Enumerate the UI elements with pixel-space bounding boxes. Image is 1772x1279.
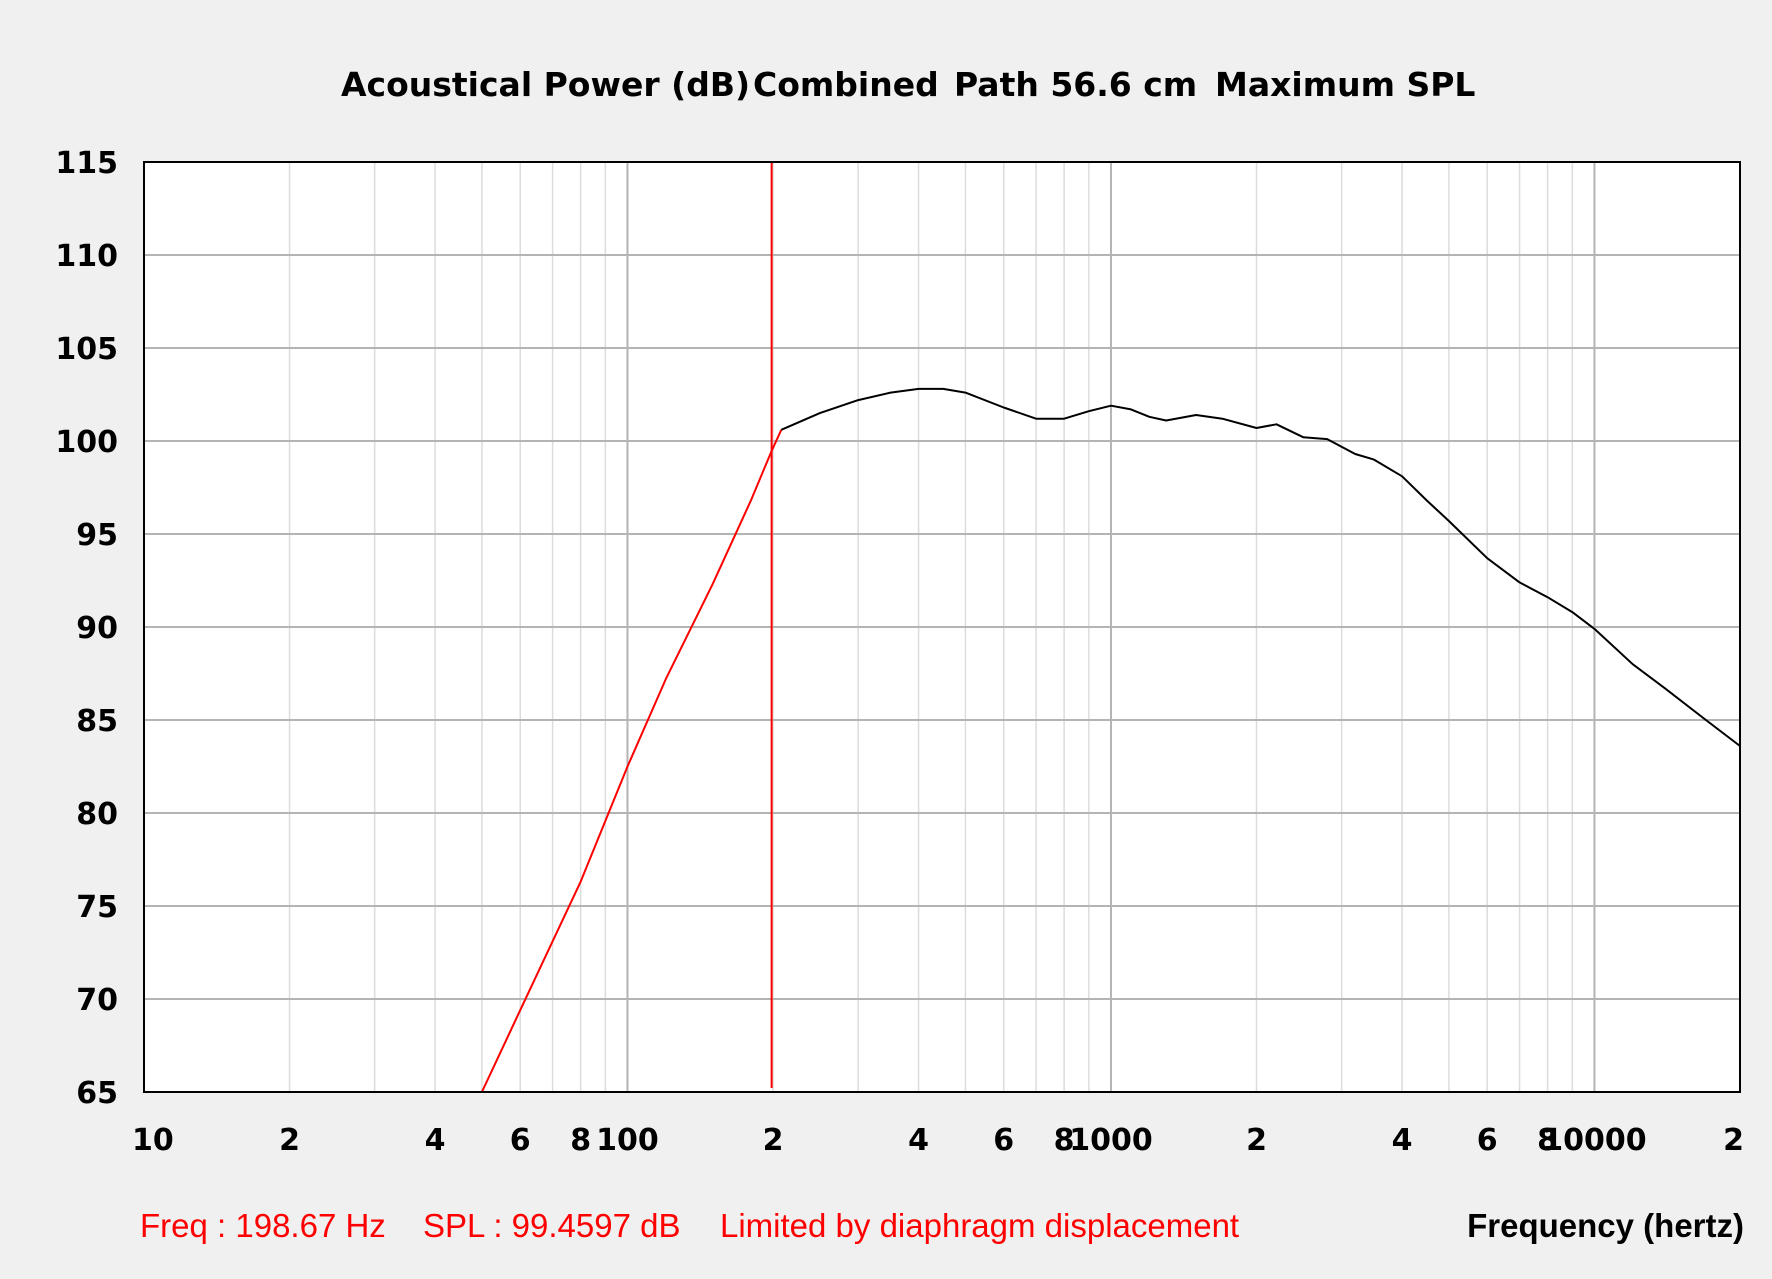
x-tick-label: 4 [1392, 1123, 1413, 1158]
x-tick-label: 100 [596, 1123, 659, 1158]
x-tick-label: 6 [1477, 1123, 1498, 1158]
y-tick-label: 110 [55, 239, 118, 274]
status-freq: Freq : 198.67 Hz [140, 1207, 386, 1244]
x-tick-label: 6 [510, 1123, 531, 1158]
x-tick-label: 2 [763, 1123, 784, 1158]
y-tick-label: 115 [55, 146, 118, 181]
x-tick-label: 10 [132, 1123, 174, 1158]
status-message: Limited by diaphragm displacement [720, 1207, 1239, 1244]
y-tick-label: 90 [76, 611, 118, 646]
title-combined: Combined [753, 65, 939, 104]
x-tick-label: 10000 [1542, 1123, 1646, 1158]
title-path: Path 56.6 cm [954, 65, 1197, 104]
y-tick-label: 105 [55, 332, 118, 367]
x-tick-label: 2 [1723, 1123, 1744, 1158]
x-tick-label: 6 [993, 1123, 1014, 1158]
title-acoustical-power: Acoustical Power (dB) [341, 65, 750, 104]
x-tick-label: 4 [425, 1123, 446, 1158]
x-tick-label: 8 [570, 1123, 591, 1158]
x-tick-label: 2 [1246, 1123, 1267, 1158]
x-tick-label: 2 [279, 1123, 300, 1158]
plot-frame [143, 161, 1741, 1093]
x-axis-label: Frequency (hertz) [1467, 1207, 1744, 1244]
series-line-response [780, 387, 1741, 747]
y-tick-label: 70 [76, 983, 118, 1018]
status-spl: SPL : 99.4597 dB [423, 1207, 680, 1244]
x-tick-label: 4 [908, 1123, 929, 1158]
y-tick-label: 65 [76, 1076, 118, 1111]
y-tick-label: 95 [76, 518, 118, 553]
title-maximum-spl: Maximum SPL [1215, 65, 1475, 104]
y-tick-label: 80 [76, 797, 118, 832]
chart-title: Acoustical Power (dB) Combined Path 56.6… [341, 65, 1475, 104]
x-tick-label: 1000 [1069, 1123, 1153, 1158]
x-tick-label: 8 [1537, 1123, 1558, 1158]
y-tick-label: 85 [76, 704, 118, 739]
status-bar: Freq : 198.67 Hz SPL : 99.4597 dB Limite… [140, 1207, 1239, 1244]
y-axis-ticks: 65 70 75 80 85 90 95 100 105 110 115 [55, 146, 118, 1111]
series-line-limited [480, 429, 783, 1093]
series-layer [480, 387, 1741, 1093]
y-tick-label: 75 [76, 890, 118, 925]
x-tick-label: 8 [1054, 1123, 1075, 1158]
y-tick-label: 100 [55, 425, 118, 460]
